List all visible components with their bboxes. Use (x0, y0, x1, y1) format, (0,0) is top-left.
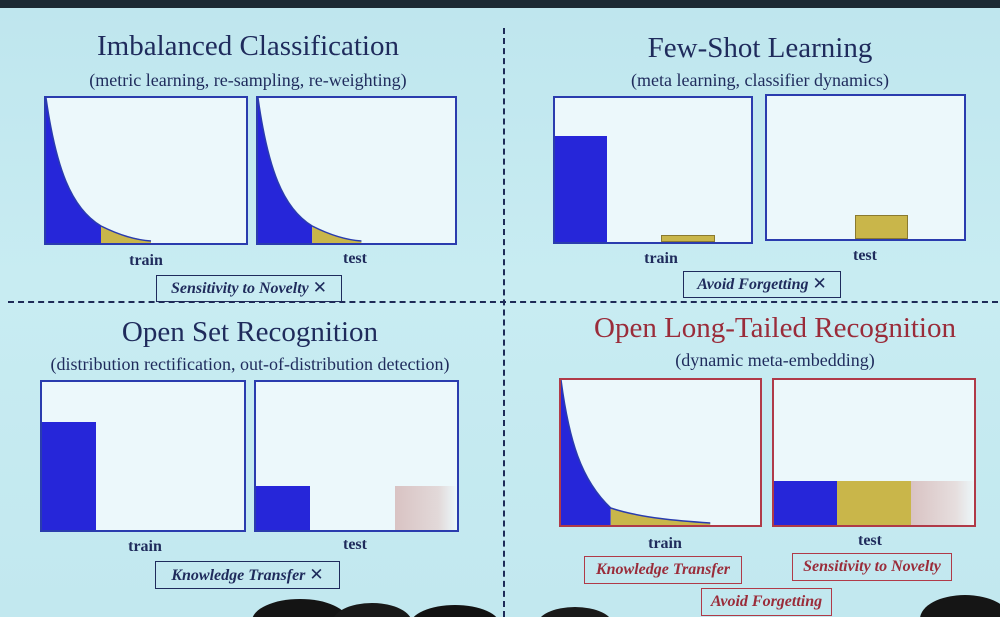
openset-train-label: train (128, 538, 162, 555)
vertical-divider (503, 28, 505, 617)
base-class-bar (555, 136, 607, 242)
fewshot-subtitle: (meta learning, classifier dynamics) (631, 70, 889, 90)
few-shot-bar (855, 215, 908, 239)
open-class-bar (911, 481, 974, 525)
imbalanced-test-plot (256, 96, 457, 245)
fewshot-train-plot (553, 96, 753, 244)
avoid-forgetting-tag[interactable]: Avoid Forgetting ✕ (683, 271, 841, 298)
sensitivity-to-novelty-tag[interactable]: Sensitivity to Novelty ✕ (156, 275, 342, 302)
openset-test-label: test (343, 536, 367, 553)
head-class-bar (774, 481, 837, 525)
imbalanced-test-label: test (343, 250, 367, 267)
openlt-train-plot (559, 378, 762, 527)
fewshot-train-label: train (644, 250, 678, 267)
openset-test-plot (254, 380, 459, 532)
cross-icon: ✕ (812, 274, 827, 294)
open-class-bar (395, 486, 457, 530)
cross-icon: ✕ (309, 565, 324, 585)
openlt-subtitle: (dynamic meta-embedding) (675, 350, 875, 370)
slide: Imbalanced Classification (metric learni… (0, 8, 1000, 617)
known-class-bar (42, 422, 96, 530)
fewshot-test-label: test (853, 247, 877, 264)
tail-class-bar (837, 481, 911, 525)
imbalanced-train-label: train (129, 252, 163, 269)
knowledge-transfer-tag[interactable]: Knowledge Transfer (584, 556, 742, 584)
tag-label: Sensitivity to Novelty (171, 280, 309, 297)
imbalanced-title: Imbalanced Classification (97, 30, 399, 62)
horizontal-divider (8, 301, 998, 303)
fewshot-title: Few-Shot Learning (647, 32, 873, 64)
openlt-train-label: train (648, 535, 682, 552)
openlt-title: Open Long-Tailed Recognition (594, 312, 956, 344)
sensitivity-to-novelty-tag[interactable]: Sensitivity to Novelty (792, 553, 952, 581)
tag-label: Knowledge Transfer (171, 567, 306, 584)
openset-train-plot (40, 380, 246, 532)
imbalanced-train-plot (44, 96, 248, 245)
cross-icon: ✕ (312, 278, 327, 298)
fewshot-test-plot (765, 94, 966, 241)
openlt-test-plot (772, 378, 976, 527)
few-shot-bar (661, 235, 715, 242)
tag-label: Avoid Forgetting (697, 276, 809, 293)
imbalanced-subtitle: (metric learning, re-sampling, re-weight… (89, 70, 407, 90)
openset-title: Open Set Recognition (121, 316, 379, 348)
avoid-forgetting-tag[interactable]: Avoid Forgetting (701, 588, 832, 616)
known-class-bar (256, 486, 310, 530)
openset-subtitle: (distribution rectification, out-of-dist… (50, 354, 450, 374)
openlt-test-label: test (858, 532, 882, 549)
knowledge-transfer-tag[interactable]: Knowledge Transfer ✕ (155, 561, 340, 589)
